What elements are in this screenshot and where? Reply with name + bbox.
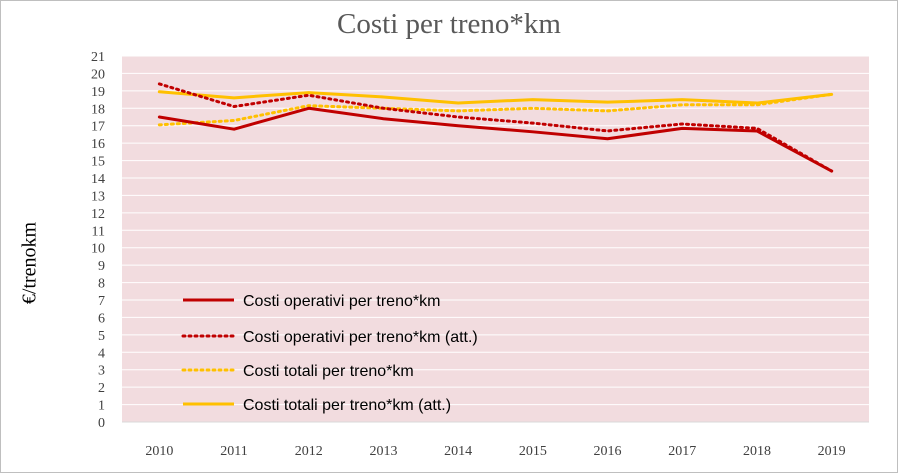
plot-area: [122, 56, 869, 422]
y-tick-label: 9: [98, 259, 105, 274]
x-tick-label: 2017: [668, 444, 696, 459]
y-tick-label: 14: [91, 172, 105, 187]
x-tick-label: 2016: [594, 444, 622, 459]
legend: Costi operativi per treno*km Costi operat…: [181, 293, 478, 414]
y-tick-label: 19: [91, 85, 105, 100]
y-tick-label: 7: [98, 294, 105, 309]
x-tick-label: 2013: [369, 444, 397, 459]
x-tick-label: 2014: [444, 444, 472, 459]
y-tick-label: 4: [98, 346, 105, 361]
x-tick-label: 2010: [145, 444, 173, 459]
y-tick-label: 16: [91, 137, 105, 152]
y-tick-label: 20: [91, 67, 105, 82]
y-tick-label: 1: [98, 399, 105, 414]
series-line: [157, 82, 834, 173]
y-tick-label: 8: [98, 277, 105, 292]
y-tick-label: 3: [98, 364, 105, 379]
y-tick-label: 6: [98, 311, 105, 326]
y-tick-label: 21: [91, 50, 105, 65]
y-tick-label: 5: [98, 329, 105, 344]
series-line: [157, 90, 834, 105]
x-tick-label: 2019: [818, 444, 846, 459]
chart-title: Costi per treno*km: [337, 8, 561, 40]
y-tick-label: 17: [91, 120, 105, 135]
y-tick-label: 15: [91, 155, 105, 170]
y-tick-label: 10: [91, 242, 105, 257]
y-tick-label: 12: [91, 207, 105, 222]
y-tick-label: 0: [98, 416, 105, 431]
legend-label: Costi totali per treno*km (att.): [243, 397, 451, 414]
x-tick-label: 2012: [295, 444, 323, 459]
series-lines: [157, 82, 834, 173]
y-tick-label: 18: [91, 102, 105, 117]
y-tick-label: 2: [98, 381, 105, 396]
y-tick-label: 13: [91, 189, 105, 204]
x-tick-label: 2018: [743, 444, 771, 459]
legend-label: Costi operativi per treno*km (att.): [243, 329, 478, 346]
legend-label: Costi totali per treno*km: [243, 363, 414, 380]
series-line: [157, 92, 834, 127]
legend-label: Costi operativi per treno*km: [243, 293, 440, 310]
series-line: [157, 106, 834, 173]
y-tick-label: 11: [92, 224, 105, 239]
x-tick-label: 2015: [519, 444, 547, 459]
x-tick-labels: 2010 2011 2012 2013 2014 2015 2016 2017 2018 2019: [145, 444, 845, 459]
x-tick-label: 2011: [220, 444, 247, 459]
